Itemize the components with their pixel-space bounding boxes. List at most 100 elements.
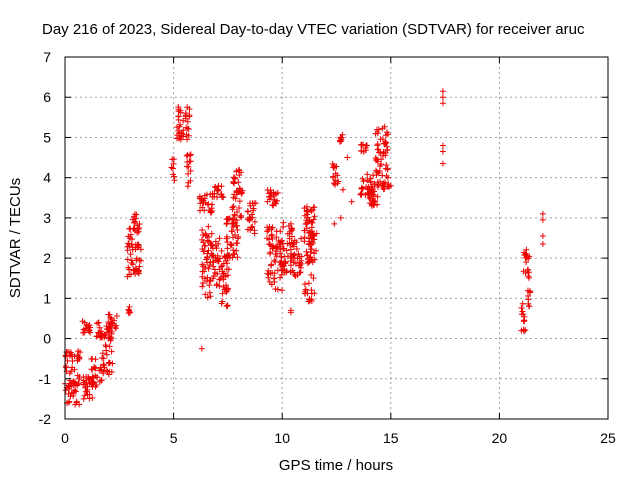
data-point (212, 254, 219, 261)
data-point (271, 257, 278, 264)
data-point (284, 253, 291, 260)
data-point (381, 140, 388, 147)
data-point (370, 201, 377, 208)
data-point (130, 225, 137, 232)
data-point (98, 377, 105, 384)
data-point (265, 274, 272, 281)
grid-lines (65, 57, 608, 419)
data-point (132, 218, 139, 225)
data-point (219, 290, 226, 297)
data-point (311, 213, 318, 220)
data-point (99, 354, 106, 361)
data-point (86, 324, 93, 331)
data-point (105, 311, 112, 318)
data-point (93, 333, 100, 340)
data-point (88, 356, 95, 363)
data-point (169, 165, 176, 172)
data-point (366, 186, 373, 193)
x-tick-label: 0 (61, 430, 69, 446)
data-point (525, 266, 532, 273)
data-point (357, 191, 364, 198)
data-point (526, 303, 533, 310)
data-point (309, 219, 316, 226)
data-point (373, 167, 380, 174)
data-point (286, 235, 293, 242)
data-point (89, 383, 96, 390)
data-point (307, 229, 314, 236)
data-point (203, 256, 210, 263)
data-point (303, 225, 310, 232)
data-point (101, 332, 108, 339)
data-point (76, 355, 83, 362)
data-point (235, 179, 242, 186)
data-point (199, 204, 206, 211)
data-point (374, 193, 381, 200)
y-tick-labels: -2 -1 0 1 2 3 4 5 6 7 (39, 49, 52, 427)
data-point (82, 384, 89, 391)
data-point (287, 246, 294, 253)
data-point (112, 325, 119, 332)
data-point (124, 243, 131, 250)
data-point (132, 244, 139, 251)
data-point (310, 206, 317, 213)
data-point (288, 225, 295, 232)
data-point (277, 228, 284, 235)
data-point (168, 164, 175, 171)
data-point (290, 269, 297, 276)
data-point (80, 326, 87, 333)
data-point (236, 204, 243, 211)
data-point (371, 180, 378, 187)
data-point (307, 249, 314, 256)
data-point (187, 158, 194, 165)
data-point (519, 300, 526, 307)
data-point (83, 388, 90, 395)
data-point (282, 260, 289, 267)
data-point (133, 255, 140, 262)
data-point (88, 380, 95, 387)
data-point (364, 190, 371, 197)
data-point (71, 387, 78, 394)
data-point (264, 228, 271, 235)
x-tick-label: 15 (383, 430, 399, 446)
data-point (523, 259, 530, 266)
data-point (310, 216, 317, 223)
data-point (134, 222, 141, 229)
data-point (272, 198, 279, 205)
data-point (277, 250, 284, 257)
data-point (298, 253, 305, 260)
data-point (184, 183, 191, 190)
data-point (366, 194, 373, 201)
data-point (251, 218, 258, 225)
data-point (383, 143, 390, 150)
data-point (182, 110, 189, 117)
data-point (235, 166, 242, 173)
data-point (226, 215, 233, 222)
data-point (129, 236, 136, 243)
data-point (108, 348, 115, 355)
data-point (183, 131, 190, 138)
data-point (200, 280, 207, 287)
data-point (379, 125, 386, 132)
data-point (269, 235, 276, 242)
data-point (76, 376, 83, 383)
data-point (311, 290, 318, 297)
data-point (224, 272, 231, 279)
data-point (127, 251, 134, 258)
data-point (216, 235, 223, 242)
data-point (96, 324, 103, 331)
data-point (334, 172, 341, 179)
data-point (224, 245, 231, 252)
data-point (374, 142, 381, 149)
data-point (338, 136, 345, 143)
data-point (377, 178, 384, 185)
data-point (231, 212, 238, 219)
y-tick-label: 6 (43, 89, 51, 105)
data-point (63, 349, 70, 356)
data-point (230, 203, 237, 210)
data-point (526, 253, 533, 260)
data-point (234, 240, 241, 247)
data-point (204, 294, 211, 301)
data-point (303, 248, 310, 255)
data-point (206, 262, 213, 269)
